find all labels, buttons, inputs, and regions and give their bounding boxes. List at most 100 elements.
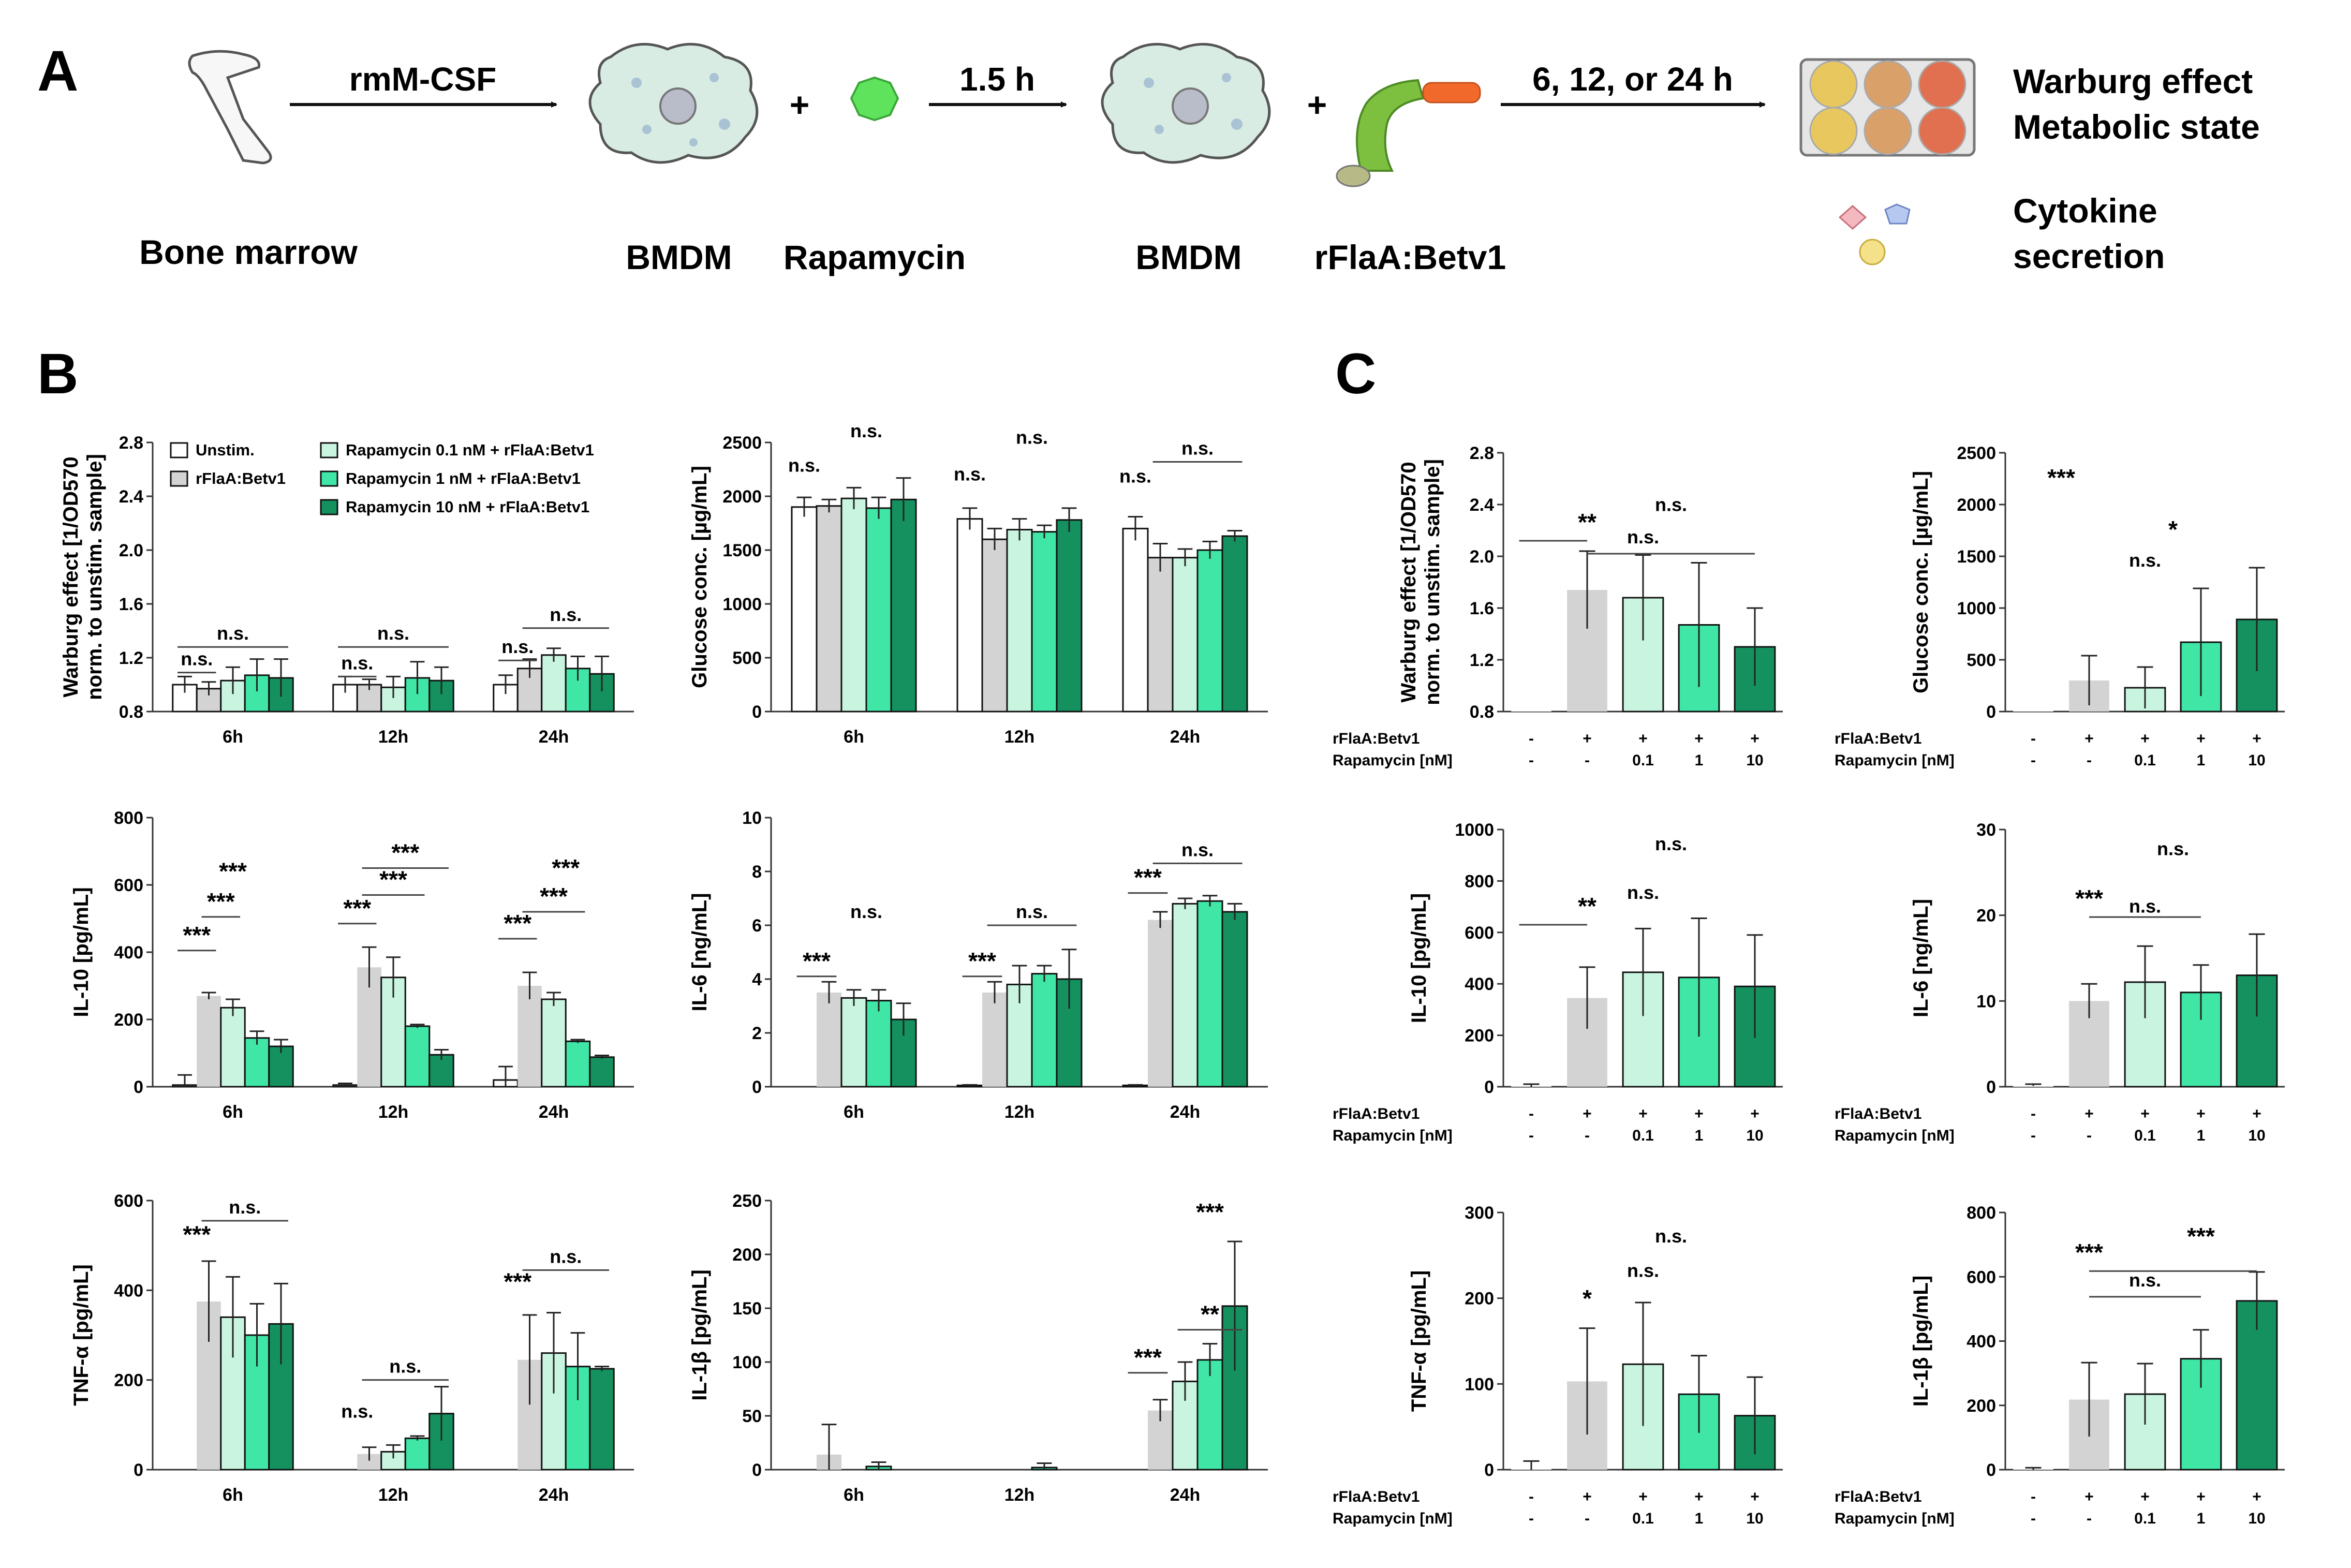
bar-flaa bbox=[1147, 557, 1174, 713]
bar-flaa bbox=[517, 986, 542, 1087]
y-tick-label: 0 bbox=[1986, 1077, 1996, 1097]
significance-label: * bbox=[1583, 1285, 1592, 1312]
macrophage-icon-2 bbox=[1101, 42, 1271, 164]
significance-label: n.s. bbox=[1016, 427, 1048, 448]
bar-rapa10 bbox=[589, 1056, 615, 1088]
y-tick-label: 500 bbox=[732, 648, 762, 668]
chart-C-glucose: 0 500 1000 1500 2000 2500 Glucose conc. [µg/mL… bbox=[1835, 443, 2285, 769]
y-tick-label: 2.4 bbox=[1470, 495, 1494, 515]
significance-label: *** bbox=[968, 948, 996, 974]
y-tick-label: 1.6 bbox=[119, 595, 143, 614]
y-tick-label: 1.6 bbox=[1470, 599, 1494, 618]
legend-label-unstim: Unstim. bbox=[196, 441, 255, 459]
bar-flaa bbox=[1148, 920, 1173, 1087]
readout-secretion: secretion bbox=[2013, 237, 2165, 275]
row2-value: - bbox=[1529, 1127, 1534, 1144]
y-tick-label: 400 bbox=[1966, 1332, 1996, 1352]
y-tick-label: 200 bbox=[1465, 1289, 1494, 1309]
y-tick-label: 8 bbox=[752, 862, 762, 882]
row2-value: 0.1 bbox=[1632, 1127, 1654, 1144]
bar-rapa01 bbox=[840, 497, 867, 713]
significance-label: *** bbox=[1134, 1344, 1162, 1371]
chart-C-il1b: 0 200 400 600 800 IL-1β [pg/mL] rFlaA:Betv1 Rap… bbox=[1835, 1203, 2285, 1527]
x-tick-label: 6h bbox=[223, 1485, 243, 1505]
significance-label: *** bbox=[343, 895, 371, 922]
row2-value: - bbox=[1529, 752, 1534, 769]
row-label-rflaa: rFlaA:Betv1 bbox=[1333, 730, 1420, 747]
y-axis-label-line: IL-1β [pg/mL] bbox=[688, 1269, 711, 1400]
row2-value: - bbox=[2031, 752, 2036, 769]
significance-label: n.s. bbox=[954, 463, 986, 484]
x-tick-label: 6h bbox=[844, 1102, 864, 1122]
x-tick-label: 24h bbox=[539, 1485, 569, 1505]
row2-value: 0.1 bbox=[1632, 752, 1654, 769]
significance-label: *** bbox=[1196, 1199, 1224, 1225]
x-tick-label: 12h bbox=[1004, 1485, 1035, 1505]
y-tick-label: 50 bbox=[742, 1407, 762, 1426]
row1-value: + bbox=[1583, 1488, 1592, 1505]
readout-metabolic: Metabolic state bbox=[2013, 108, 2260, 146]
row1-value: + bbox=[2140, 730, 2150, 747]
y-axis-label-line: IL-10 [pg/mL] bbox=[70, 887, 93, 1017]
significance-label: n.s. bbox=[377, 623, 409, 644]
significance-label: *** bbox=[2047, 464, 2075, 491]
row2-value: 1 bbox=[1695, 1127, 1704, 1144]
y-axis-label: IL-10 [pg/mL] bbox=[70, 887, 93, 1017]
y-tick-label: 1000 bbox=[722, 595, 762, 614]
significance-label: n.s. bbox=[217, 623, 249, 644]
row1-value: - bbox=[2031, 1488, 2036, 1505]
bar-rapa10 bbox=[1221, 911, 1248, 1088]
significance-label: n.s. bbox=[550, 1246, 582, 1267]
legend-label-flaa: rFlaA:Betv1 bbox=[196, 469, 286, 487]
y-tick-label: 400 bbox=[114, 943, 143, 963]
bar-rapa01 bbox=[541, 654, 567, 713]
row1-value: + bbox=[2140, 1105, 2150, 1122]
significance-label: *** bbox=[183, 922, 211, 949]
well-plate-icon bbox=[1799, 58, 1976, 157]
y-tick-label: 300 bbox=[1465, 1203, 1494, 1223]
y-tick-label: 0 bbox=[1484, 1077, 1494, 1097]
bar-unstim bbox=[791, 506, 818, 713]
x-tick-label: 24h bbox=[539, 727, 569, 747]
y-tick-label: 1.2 bbox=[1470, 650, 1494, 670]
chart-C-warburg: 0.8 1.2 1.6 2.0 2.4 2.8 Warburg effect [1/OD57… bbox=[1333, 443, 1783, 769]
row-label-rapamycin: Rapamycin [nM] bbox=[1835, 1127, 1955, 1144]
y-tick-label: 0 bbox=[134, 1077, 143, 1097]
significance-label: *** bbox=[2075, 1239, 2103, 1266]
row-label-rflaa: rFlaA:Betv1 bbox=[1835, 1488, 1921, 1505]
significance-label: n.s. bbox=[181, 648, 213, 670]
significance-label: *** bbox=[552, 854, 580, 881]
y-axis-label-line: IL-10 [pg/mL] bbox=[1408, 893, 1430, 1023]
significance-label: *** bbox=[2187, 1223, 2215, 1250]
plus-sign: + bbox=[790, 85, 810, 124]
x-tick-label: 24h bbox=[539, 1102, 569, 1122]
legend-swatch-rapa01 bbox=[320, 442, 338, 458]
label-bmdm-1: BMDM bbox=[626, 238, 732, 276]
y-tick-label: 0 bbox=[1986, 702, 1996, 722]
y-tick-label: 20 bbox=[1976, 906, 1996, 926]
y-axis-label-line: IL-1β [pg/mL] bbox=[1910, 1276, 1932, 1407]
x-tick-label: 6h bbox=[844, 1485, 864, 1505]
row2-value: - bbox=[2031, 1510, 2036, 1527]
x-tick-label: 12h bbox=[378, 1102, 409, 1122]
arrow-label-timepoints: 6, 12, or 24 h bbox=[1532, 61, 1733, 98]
y-tick-label: 2000 bbox=[1957, 495, 1996, 515]
significance-label: *** bbox=[219, 857, 247, 884]
bar-rapa10 bbox=[1221, 535, 1248, 713]
row2-value: - bbox=[2087, 1127, 2092, 1144]
y-tick-label: 10 bbox=[742, 808, 762, 828]
bar-rapa10 bbox=[589, 1368, 615, 1471]
legend: Unstim. rFlaA:Betv1 Rapamycin 0.1 nM + rFl… bbox=[170, 441, 594, 516]
y-tick-label: 0 bbox=[134, 1460, 143, 1480]
row1-value: - bbox=[1529, 1105, 1534, 1122]
chart-B-glucose: 0 500 1000 1500 2000 2500 Glucose conc. [µg/mL… bbox=[688, 420, 1268, 747]
significance-label: *** bbox=[1134, 864, 1162, 891]
significance-label: *** bbox=[540, 883, 568, 910]
row1-value: + bbox=[2252, 730, 2261, 747]
y-tick-label: 150 bbox=[732, 1299, 762, 1319]
row1-value: + bbox=[2084, 1105, 2094, 1122]
y-tick-label: 400 bbox=[114, 1281, 143, 1300]
y-tick-label: 600 bbox=[114, 876, 143, 895]
significance-label: n.s. bbox=[341, 652, 373, 673]
